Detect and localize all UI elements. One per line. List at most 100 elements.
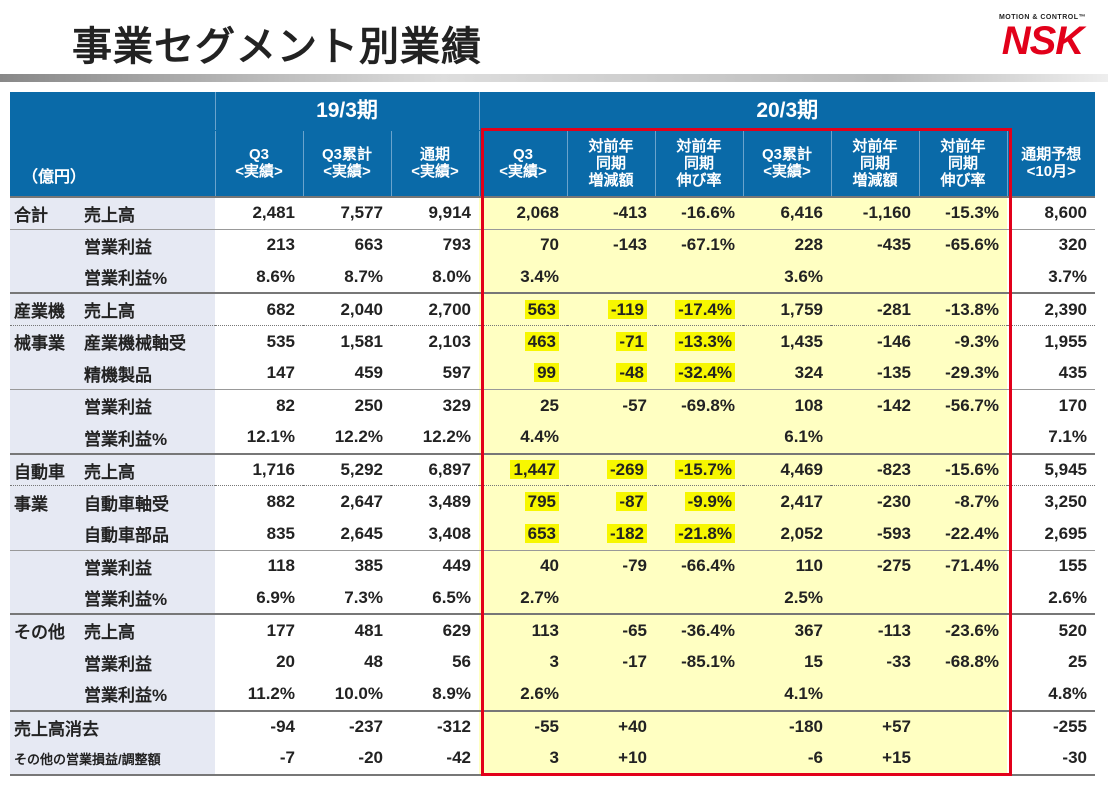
value-cell — [831, 261, 919, 294]
value-cell: -57 — [567, 389, 655, 422]
value-text: 8.9% — [432, 683, 471, 703]
value-text: -182 — [606, 523, 647, 543]
value-cell: 228 — [743, 228, 831, 262]
value-text: 2,052 — [780, 523, 823, 543]
segment-label: 売上高消去 — [10, 709, 215, 743]
value-text: 3,250 — [1044, 492, 1087, 512]
value-cell — [567, 678, 655, 711]
value-text: 1,435 — [780, 331, 823, 351]
value-cell: -16.6% — [655, 195, 743, 230]
value-cell — [919, 582, 1007, 615]
value-cell: 663 — [303, 228, 391, 262]
value-text: -15.7% — [675, 460, 735, 480]
value-cell: 3,489 — [391, 485, 479, 518]
value-text: -65 — [622, 620, 647, 640]
value-text: 2,481 — [252, 203, 295, 223]
value-cell: 793 — [391, 228, 479, 262]
column-header: 対前年 同期 増減額 — [566, 130, 655, 197]
value-cell: 11.2% — [215, 678, 303, 710]
value-cell: 795 — [479, 485, 567, 518]
value-text: -312 — [436, 717, 471, 737]
segment-label: 械事業 — [10, 324, 80, 358]
table-row: 自動車 売上高 1,716 5,292 6,897 1,447 -269 -15.7% 4,46… — [10, 452, 1095, 486]
value-text: 520 — [1058, 620, 1087, 640]
value-cell: 8.9% — [391, 678, 479, 710]
value-text: -13.8% — [945, 299, 999, 319]
value-cell: -33 — [831, 646, 919, 679]
value-cell: -20 — [303, 742, 391, 776]
value-cell: -21.8% — [655, 517, 743, 551]
value-cell: 2,645 — [303, 518, 391, 550]
value-cell: -15.6% — [919, 452, 1007, 486]
value-cell: -67.1% — [655, 228, 743, 262]
value-text: 795 — [524, 492, 559, 512]
value-text: -15.3% — [945, 203, 999, 223]
value-cell: 20 — [215, 646, 303, 678]
value-cell: 6.1% — [743, 421, 831, 454]
value-text: 177 — [266, 620, 295, 640]
value-cell: 653 — [479, 517, 567, 551]
segment-label — [10, 549, 80, 583]
value-text: 3 — [549, 748, 559, 768]
value-text: 329 — [442, 395, 471, 415]
value-text: 535 — [266, 331, 295, 351]
value-text: -143 — [612, 235, 647, 255]
table-row: 械事業 産業機械軸受 535 1,581 2,103 463 -71 -13.3% 1,435 -… — [10, 324, 1095, 358]
value-text: 12.2% — [334, 427, 383, 447]
value-text: -33 — [886, 652, 911, 672]
value-cell: 1,435 — [743, 324, 831, 358]
table-row: 産業機 売上高 682 2,040 2,700 563 -119 -17.4% 1,759 -28… — [10, 292, 1095, 326]
value-text: -180 — [788, 717, 823, 737]
value-text: 6,897 — [428, 460, 471, 480]
column-header: Q3 <実績> — [214, 130, 303, 197]
column-header: Q3累計 <実績> — [302, 130, 391, 197]
value-cell: 1,447 — [479, 452, 567, 486]
value-cell: -87 — [567, 485, 655, 518]
segment-label — [10, 228, 80, 262]
value-text: -30 — [1062, 748, 1087, 768]
value-cell: -13.8% — [919, 292, 1007, 326]
value-text: -1,160 — [862, 203, 911, 223]
table-row: 合計 売上高 2,481 7,577 9,914 2,068 -413 -16.6% 6,416… — [10, 195, 1095, 230]
value-cell: 8.6% — [215, 261, 303, 293]
value-text: 82 — [276, 395, 295, 415]
value-cell: 320 — [1007, 228, 1095, 262]
value-text: 7,577 — [340, 203, 383, 223]
value-cell: -94 — [215, 709, 303, 743]
value-cell: 7,577 — [303, 195, 391, 230]
value-cell: -71 — [567, 324, 655, 358]
column-header: Q3累計 <実績> — [742, 130, 831, 197]
value-text: -48 — [616, 363, 647, 383]
value-cell: 2.5% — [743, 582, 831, 615]
value-text: 367 — [794, 620, 823, 640]
value-cell: -9.9% — [655, 485, 743, 518]
value-cell: 3.4% — [479, 261, 567, 294]
column-header: 対前年 同期 伸び率 — [918, 130, 1007, 197]
value-cell: 5,292 — [303, 452, 391, 486]
value-text: +57 — [882, 717, 911, 737]
value-cell: -180 — [743, 709, 831, 743]
value-cell: -7 — [215, 742, 303, 776]
value-text: 4,469 — [780, 460, 823, 480]
value-cell: 4.4% — [479, 421, 567, 454]
value-cell: 213 — [215, 228, 303, 262]
value-text: -255 — [1052, 717, 1087, 737]
item-label: 自動車部品 — [80, 517, 215, 551]
value-cell: -230 — [831, 485, 919, 518]
value-cell: -29.3% — [919, 357, 1007, 390]
value-cell: 2,052 — [743, 517, 831, 551]
table-row: 事業 自動車軸受 882 2,647 3,489 795 -87 -9.9% 2,417 -230… — [10, 485, 1095, 518]
value-cell: 10.0% — [303, 678, 391, 710]
value-text: -823 — [876, 460, 911, 480]
value-cell — [831, 582, 919, 615]
value-cell: 12.2% — [391, 422, 479, 454]
value-text: 170 — [1058, 395, 1087, 415]
value-text: -9.3% — [954, 331, 999, 351]
value-text: 15 — [804, 652, 823, 672]
value-text: 2,390 — [1044, 299, 1087, 319]
value-cell: -823 — [831, 452, 919, 486]
value-text: -32.4% — [675, 363, 735, 383]
value-text: -23.6% — [945, 620, 999, 640]
value-text: -119 — [607, 299, 647, 319]
value-text: -57 — [622, 395, 647, 415]
